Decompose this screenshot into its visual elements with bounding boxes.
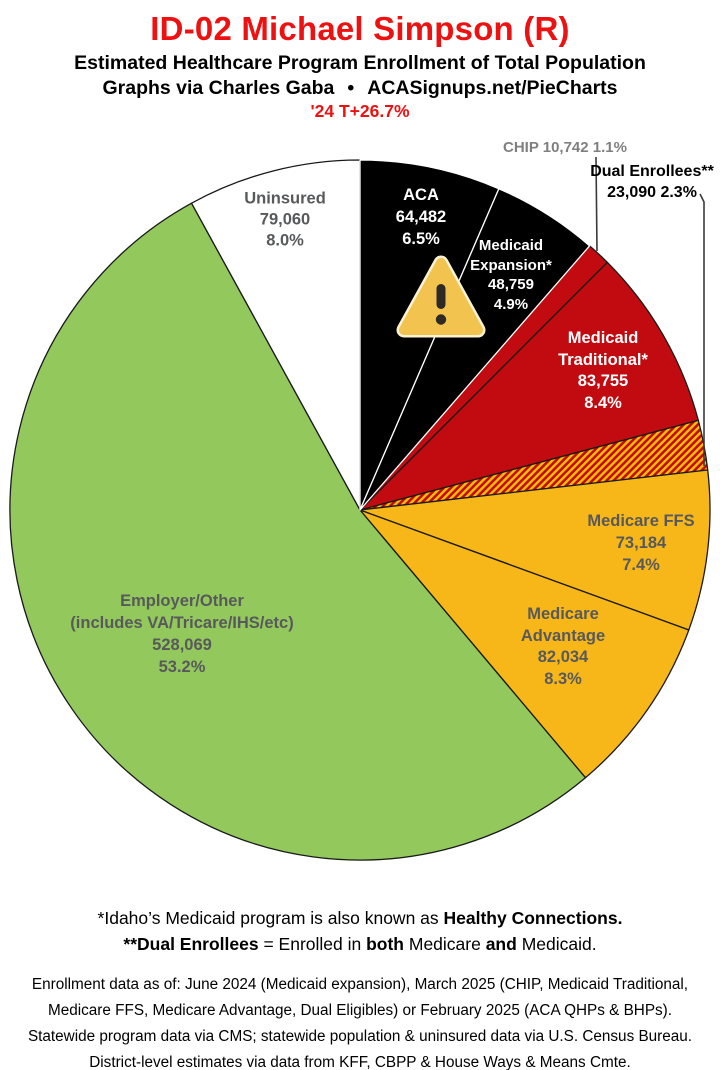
- slice-label-line: Medicaid: [567, 329, 639, 347]
- slice-label-line: (includes VA/Tricare/IHS/etc): [70, 614, 294, 632]
- slice-label-medicaid-expansion: Medicaid Expansion* 48,759 4.9%: [470, 236, 552, 314]
- slice-label-line: 8.4%: [584, 393, 622, 412]
- slice-label-uninsured: Uninsured 79,060 8.0%: [244, 189, 326, 252]
- page-title: ID-02 Michael Simpson (R): [150, 10, 570, 47]
- footnotes: *Idaho’s Medicaid program is also known …: [0, 905, 720, 957]
- dual-leader-line: [699, 193, 705, 466]
- slice-label-line: Uninsured: [244, 189, 326, 208]
- slice-label-line: Employer/Other: [120, 592, 244, 610]
- source-line-2: Medicare FFS, Medicare Advantage, Dual E…: [47, 1002, 673, 1019]
- source-line-3: Statewide program data via CMS; statewid…: [27, 1028, 693, 1045]
- source-line-1: Enrollment data as of: June 2024 (Medica…: [31, 976, 689, 993]
- pie-slice-medicaid-expansion: [359, 188, 591, 511]
- footnote-dual: **Dual Enrollees = Enrolled in both Medi…: [123, 934, 597, 954]
- slice-label-line: 8.0%: [266, 231, 304, 250]
- dual-label-line-1: Dual Enrollees**: [590, 163, 714, 180]
- pie-slice-medicaid-traditional: [359, 261, 699, 511]
- source-block: Enrollment data as of: June 2024 (Medica…: [0, 972, 720, 1070]
- slice-label-medicare-ffs: Medicare FFS 73,184 7.4%: [587, 510, 694, 576]
- slice-label-line: 528,069: [152, 636, 212, 654]
- pie-slice-medicare-ffs: [359, 469, 711, 631]
- slice-label-line: 48,759: [488, 276, 534, 293]
- subtitle-line-1: Estimated Healthcare Program Enrollment …: [74, 52, 646, 74]
- slice-label-line: Advantage: [520, 626, 606, 645]
- slice-label-medicaid-traditional: Medicaid Traditional* 83,755 8.4%: [558, 328, 648, 414]
- chip-leader-line: [595, 156, 598, 252]
- callout-chip-label: CHIP 10,742 1.1%: [503, 139, 627, 156]
- bullet-separator: •: [347, 77, 355, 99]
- slice-label-line: Medicare FFS: [587, 512, 695, 530]
- pie-slice-uninsured: [190, 159, 361, 511]
- source-line-4: District-level estimates via data from K…: [89, 1054, 631, 1070]
- slice-label-line: 83,755: [577, 372, 629, 390]
- slice-label-line: 79,060: [259, 210, 311, 229]
- subtitle-site: ACASignups.net/PieCharts: [367, 77, 618, 99]
- slice-label-line: 7.4%: [622, 556, 660, 574]
- footnote-idaho: *Idaho’s Medicaid program is also known …: [97, 908, 623, 928]
- pie-slice-medicare-advantage: [359, 509, 690, 779]
- slice-label-line: 82,034: [537, 648, 589, 666]
- slice-label-line: Expansion*: [470, 256, 552, 274]
- pie-slice-employer-other: [9, 202, 587, 861]
- slice-label-line: ACA: [403, 186, 439, 204]
- slice-label-line: 6.5%: [402, 230, 440, 248]
- slice-label-employer-other: Employer/Other (includes VA/Tricare/IHS/e…: [70, 590, 293, 678]
- dual-label-line-2: 23,090 2.3%: [607, 184, 697, 201]
- slice-label-line: 64,482: [395, 208, 447, 226]
- trend-label: '24 T+26.7%: [310, 101, 410, 121]
- slice-label-line: 4.9%: [493, 295, 529, 313]
- slice-label-line: 8.3%: [544, 669, 582, 688]
- subtitle-line-2: Graphs via Charles Gaba • ACASignups.net/P…: [0, 77, 720, 100]
- callout-dual-enrollees-label: Dual Enrollees** 23,090 2.3%: [590, 161, 714, 203]
- subtitle-credit: Graphs via Charles Gaba: [102, 77, 335, 99]
- slice-label-line: Medicaid: [478, 237, 544, 254]
- slice-label-aca: ACA 64,482 6.5%: [396, 184, 446, 250]
- slice-label-line: Traditional*: [558, 350, 648, 369]
- warning-triangle-icon: [396, 255, 486, 338]
- slice-label-medicare-advantage: Medicare Advantage 82,034 8.3%: [521, 604, 605, 690]
- slice-label-line: Medicare: [527, 605, 599, 623]
- slice-label-line: 53.2%: [158, 658, 206, 676]
- slice-label-line: 73,184: [615, 534, 667, 552]
